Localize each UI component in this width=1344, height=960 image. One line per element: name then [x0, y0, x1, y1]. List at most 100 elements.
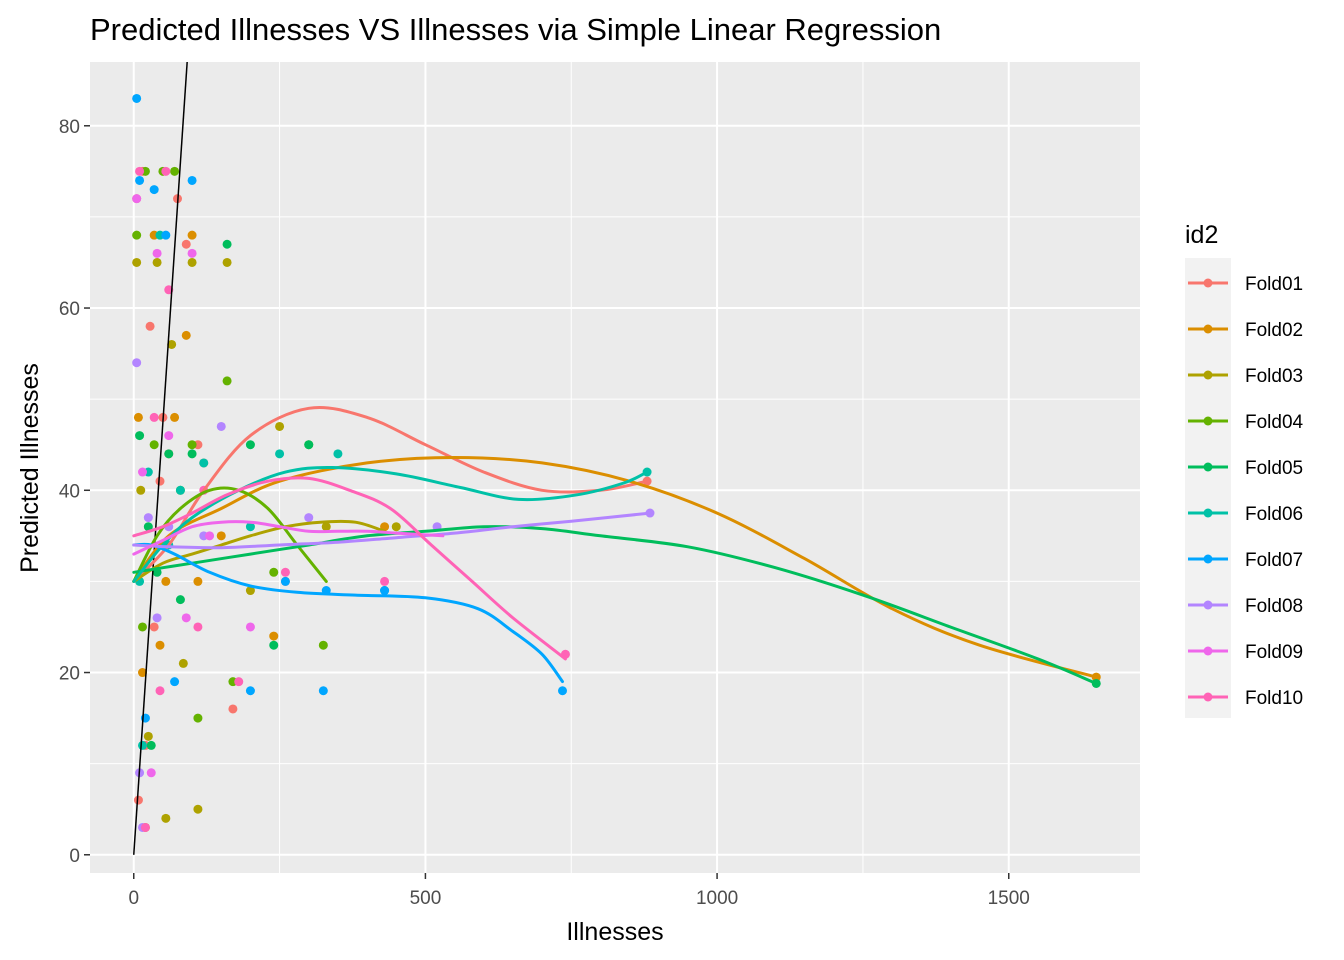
point-fold07	[558, 686, 567, 696]
point-fold07	[187, 175, 197, 185]
legend-key-point	[1203, 600, 1213, 610]
plot-marks	[132, 62, 1101, 855]
point-fold03	[167, 339, 177, 349]
point-fold03	[143, 731, 153, 741]
smooth-line-fold05	[132, 525, 1098, 685]
smooth-line-fold09	[132, 520, 445, 556]
point-fold02	[269, 631, 279, 641]
smooth-line-fold10	[132, 476, 567, 661]
point-fold03	[321, 522, 331, 532]
x-tick-label: 500	[410, 888, 442, 909]
point-fold02	[170, 412, 180, 422]
point-fold03	[178, 658, 188, 668]
point-fold09	[181, 613, 191, 623]
point-fold07	[170, 677, 180, 687]
x-axis-title: Illnesses	[566, 918, 663, 946]
point-fold09	[205, 531, 215, 541]
smooth-line-fold01	[132, 406, 649, 583]
point-fold02	[161, 576, 171, 586]
legend-label-fold04: Fold04	[1245, 412, 1304, 433]
point-fold07	[135, 175, 145, 185]
point-fold04	[222, 376, 232, 386]
point-fold01	[155, 476, 165, 486]
legend-key-point	[1203, 692, 1213, 702]
panel-background	[90, 62, 1140, 873]
point-fold02	[216, 531, 226, 541]
y-axis-title: Predicted Illnesses	[16, 363, 44, 573]
point-fold01	[228, 704, 238, 714]
point-fold04	[187, 440, 197, 450]
legend-label-fold09: Fold09	[1245, 642, 1303, 663]
point-fold10	[161, 166, 171, 176]
point-fold08	[152, 613, 162, 623]
smooth-line-fold04	[132, 486, 328, 583]
point-fold01	[145, 321, 155, 331]
point-fold06	[333, 449, 343, 459]
legend-key-point	[1203, 554, 1213, 564]
x-tick-label: 0	[128, 888, 139, 909]
smooth-line-fold03	[132, 519, 387, 583]
point-fold03	[161, 813, 171, 823]
point-fold06	[138, 740, 147, 750]
point-fold10	[149, 412, 159, 422]
point-fold08	[132, 358, 142, 368]
point-fold01	[181, 239, 191, 249]
point-fold10	[155, 686, 165, 696]
point-fold03	[132, 257, 142, 267]
point-fold04	[170, 166, 180, 176]
point-fold05	[164, 449, 174, 459]
point-fold05	[245, 440, 255, 450]
legend-key-point	[1203, 508, 1213, 518]
point-fold10	[380, 576, 390, 586]
legend-label-fold08: Fold08	[1245, 596, 1303, 617]
point-fold10	[135, 166, 145, 176]
point-fold01	[133, 795, 143, 805]
point-fold07	[280, 576, 290, 586]
point-fold04	[149, 440, 159, 450]
point-fold05	[143, 522, 153, 532]
point-fold03	[275, 421, 285, 431]
legend-key-point	[1203, 462, 1213, 472]
point-fold01	[149, 622, 159, 632]
point-fold09	[138, 467, 147, 477]
point-fold05	[175, 595, 185, 605]
point-fold02	[138, 668, 147, 678]
point-fold06	[245, 522, 255, 532]
x-tick-label: 1000	[696, 888, 738, 909]
x-tick-label: 1500	[988, 888, 1030, 909]
point-fold08	[143, 513, 153, 523]
point-fold09	[132, 194, 142, 204]
legend-label-fold02: Fold02	[1245, 320, 1303, 341]
point-fold02	[181, 330, 191, 340]
point-fold06	[275, 449, 285, 459]
smooth-line-fold08	[132, 511, 652, 550]
legend-label-fold01: Fold01	[1245, 274, 1303, 295]
y-tick-label: 80	[59, 117, 80, 138]
point-fold03	[222, 257, 232, 267]
point-fold10	[193, 622, 203, 632]
point-fold10	[280, 567, 290, 577]
point-fold03	[187, 257, 197, 267]
legend-label-fold07: Fold07	[1245, 550, 1303, 571]
point-fold05	[304, 440, 314, 450]
point-fold03	[245, 586, 255, 596]
point-fold09	[152, 248, 162, 258]
point-fold02	[193, 576, 203, 586]
smooth-line-fold02	[132, 455, 1098, 679]
y-tick-label: 40	[59, 481, 80, 502]
point-fold06	[175, 485, 185, 495]
point-fold04	[138, 622, 147, 632]
y-tick-label: 20	[59, 664, 80, 685]
legend-label-fold10: Fold10	[1245, 688, 1303, 709]
legend-key-point	[1203, 370, 1213, 380]
point-fold03	[136, 485, 146, 495]
reference-line	[133, 62, 188, 855]
legend: id2 Fold01 Fold02 Fold03 Fold04 Fold05 Fold06…	[1185, 221, 1304, 718]
x-axis: 0 500 1000 1500	[128, 873, 1030, 909]
legend-key-point	[1203, 278, 1213, 288]
smooth-line-fold06	[132, 465, 649, 583]
legend-label-fold03: Fold03	[1245, 366, 1303, 387]
point-fold03	[193, 804, 203, 814]
legend-key-point	[1203, 416, 1213, 426]
